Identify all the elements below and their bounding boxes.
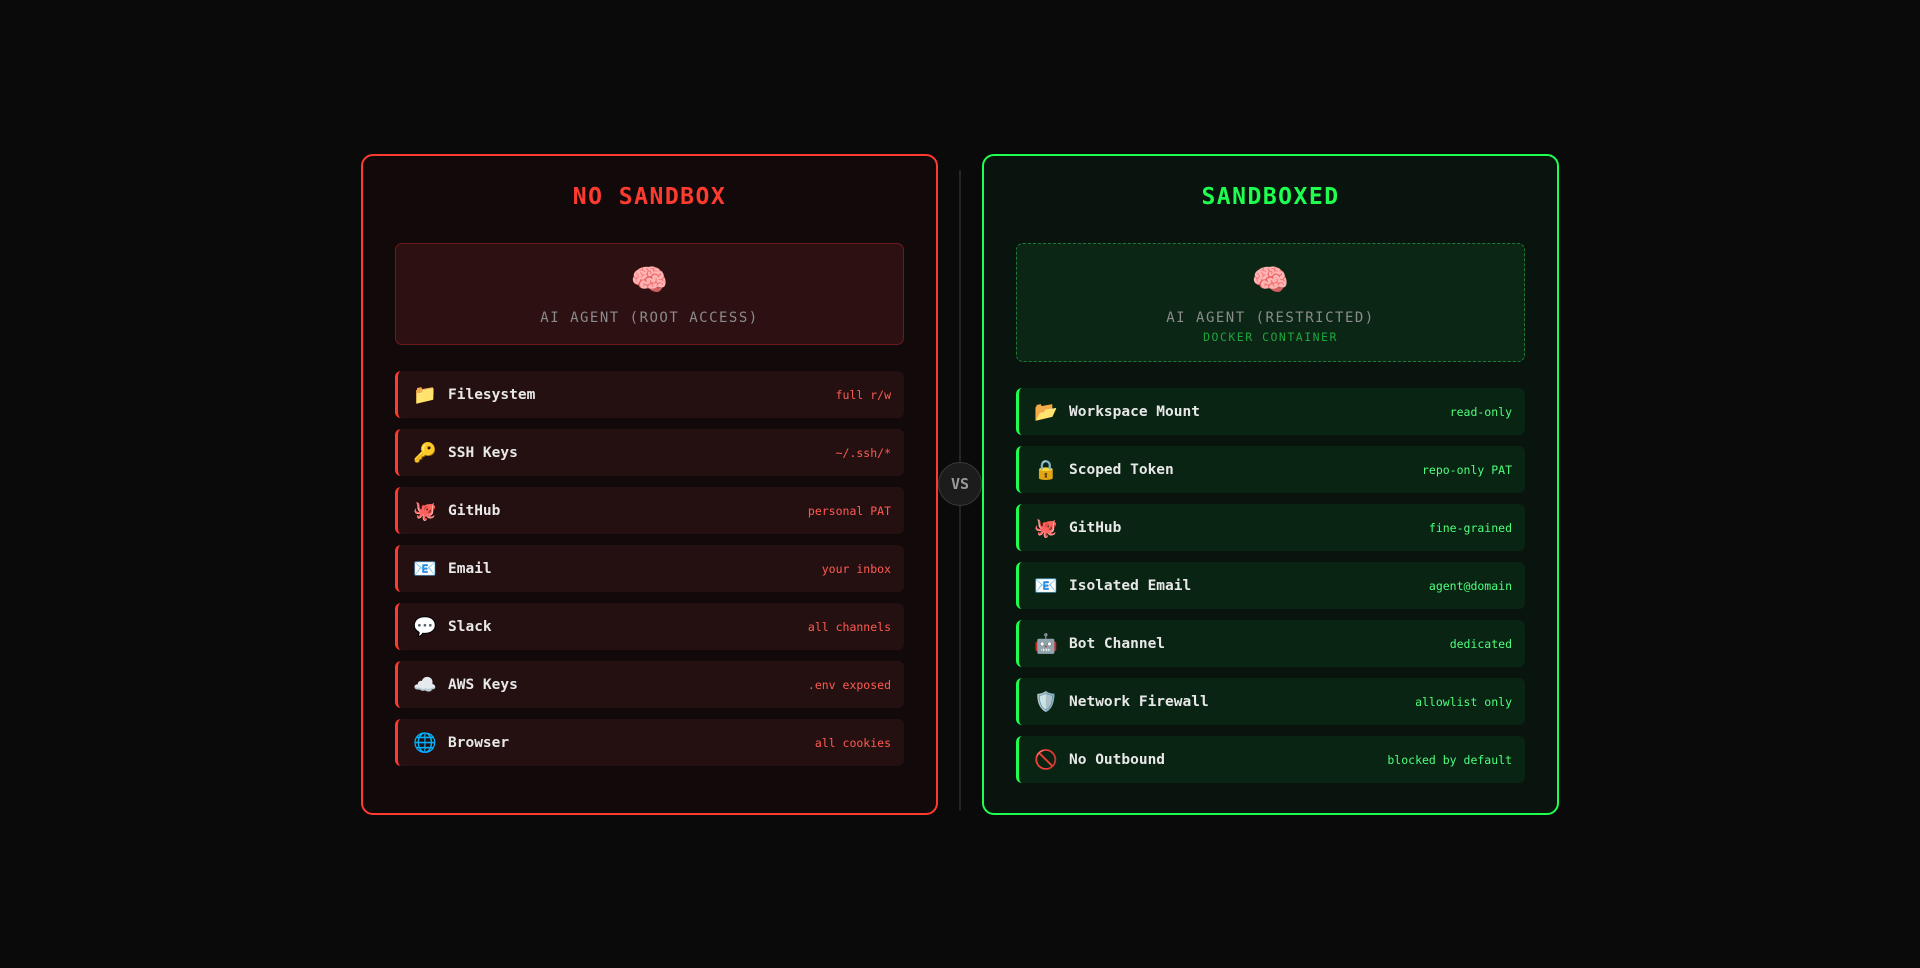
open-folder-icon: 📂	[1034, 401, 1058, 423]
list-item: 📧 Isolated Email agent@domain	[1016, 562, 1525, 609]
access-list: 📂 Workspace Mount read-only 🔒 Scoped Token re…	[1016, 388, 1525, 783]
item-name: Bot Channel	[1069, 635, 1166, 652]
list-item: 📂 Workspace Mount read-only	[1016, 388, 1525, 435]
agent-label: AI AGENT (RESTRICTED)	[1166, 310, 1375, 326]
vs-badge: VS	[938, 462, 982, 506]
list-item: 🔒 Scoped Token repo-only PAT	[1016, 446, 1525, 493]
agent-box: 🧠 AI AGENT (RESTRICTED) DOCKER CONTAINER	[1016, 243, 1525, 362]
item-value: personal PAT	[807, 503, 891, 518]
item-value: dedicated	[1449, 636, 1512, 651]
item-value: .env exposed	[807, 677, 891, 692]
item-value: blocked by default	[1387, 752, 1512, 767]
prohibited-icon: 🚫	[1034, 749, 1058, 771]
speech-bubble-icon: 💬	[413, 616, 437, 638]
agent-sublabel: DOCKER CONTAINER	[1203, 330, 1338, 344]
access-list: 📁 Filesystem full r/w 🔑 SSH Keys ~/.ssh/* 🐙 Git…	[395, 371, 904, 766]
item-name: Isolated Email	[1069, 577, 1192, 594]
shield-icon: 🛡️	[1034, 691, 1058, 713]
list-item: 🌐 Browser all cookies	[395, 719, 904, 766]
list-item: 🐙 GitHub personal PAT	[395, 487, 904, 534]
item-name: Slack	[448, 618, 492, 635]
list-item: 🐙 GitHub fine-grained	[1016, 504, 1525, 551]
item-value: all cookies	[814, 735, 891, 750]
robot-icon: 🤖	[1034, 633, 1058, 655]
email-icon: 📧	[1034, 575, 1058, 597]
cloud-icon: ☁️	[413, 674, 437, 696]
item-value: all channels	[807, 619, 891, 634]
globe-icon: 🌐	[413, 732, 437, 754]
agent-label: AI AGENT (ROOT ACCESS)	[540, 310, 759, 326]
sandboxed-panel: SANDBOXED 🧠 AI AGENT (RESTRICTED) DOCKER…	[982, 154, 1559, 815]
list-item: 💬 Slack all channels	[395, 603, 904, 650]
item-name: Network Firewall	[1069, 693, 1209, 710]
no-sandbox-panel: NO SANDBOX 🧠 AI AGENT (ROOT ACCESS) 📁 Fil…	[361, 154, 938, 815]
lock-icon: 🔒	[1034, 459, 1058, 481]
item-value: your inbox	[821, 561, 891, 576]
item-value: agent@domain	[1428, 578, 1512, 593]
brain-icon: 🧠	[1251, 263, 1290, 298]
folder-icon: 📁	[413, 384, 437, 406]
agent-box: 🧠 AI AGENT (ROOT ACCESS)	[395, 243, 904, 345]
list-item: ☁️ AWS Keys .env exposed	[395, 661, 904, 708]
list-item: 📧 Email your inbox	[395, 545, 904, 592]
list-item: 🛡️ Network Firewall allowlist only	[1016, 678, 1525, 725]
item-name: SSH Keys	[448, 444, 518, 461]
email-icon: 📧	[413, 558, 437, 580]
list-item: 🔑 SSH Keys ~/.ssh/*	[395, 429, 904, 476]
item-value: full r/w	[835, 387, 891, 402]
item-name: Scoped Token	[1069, 461, 1174, 478]
item-value: allowlist only	[1415, 694, 1512, 709]
list-item: 🚫 No Outbound blocked by default	[1016, 736, 1525, 783]
octopus-icon: 🐙	[1034, 517, 1058, 539]
item-name: Workspace Mount	[1069, 403, 1200, 420]
item-name: Filesystem	[448, 386, 536, 403]
item-value: fine-grained	[1428, 520, 1512, 535]
key-icon: 🔑	[413, 442, 437, 464]
panel-title: SANDBOXED	[1201, 184, 1340, 210]
item-name: No Outbound	[1069, 751, 1166, 768]
item-name: GitHub	[448, 502, 501, 519]
brain-icon: 🧠	[630, 263, 669, 298]
item-value: ~/.ssh/*	[835, 445, 891, 460]
item-value: read-only	[1449, 404, 1512, 419]
item-name: Email	[448, 560, 492, 577]
item-value: repo-only PAT	[1421, 462, 1512, 477]
item-name: AWS Keys	[448, 676, 518, 693]
octopus-icon: 🐙	[413, 500, 437, 522]
item-name: GitHub	[1069, 519, 1122, 536]
list-item: 📁 Filesystem full r/w	[395, 371, 904, 418]
panel-title: NO SANDBOX	[572, 184, 727, 210]
list-item: 🤖 Bot Channel dedicated	[1016, 620, 1525, 667]
item-name: Browser	[448, 734, 510, 751]
